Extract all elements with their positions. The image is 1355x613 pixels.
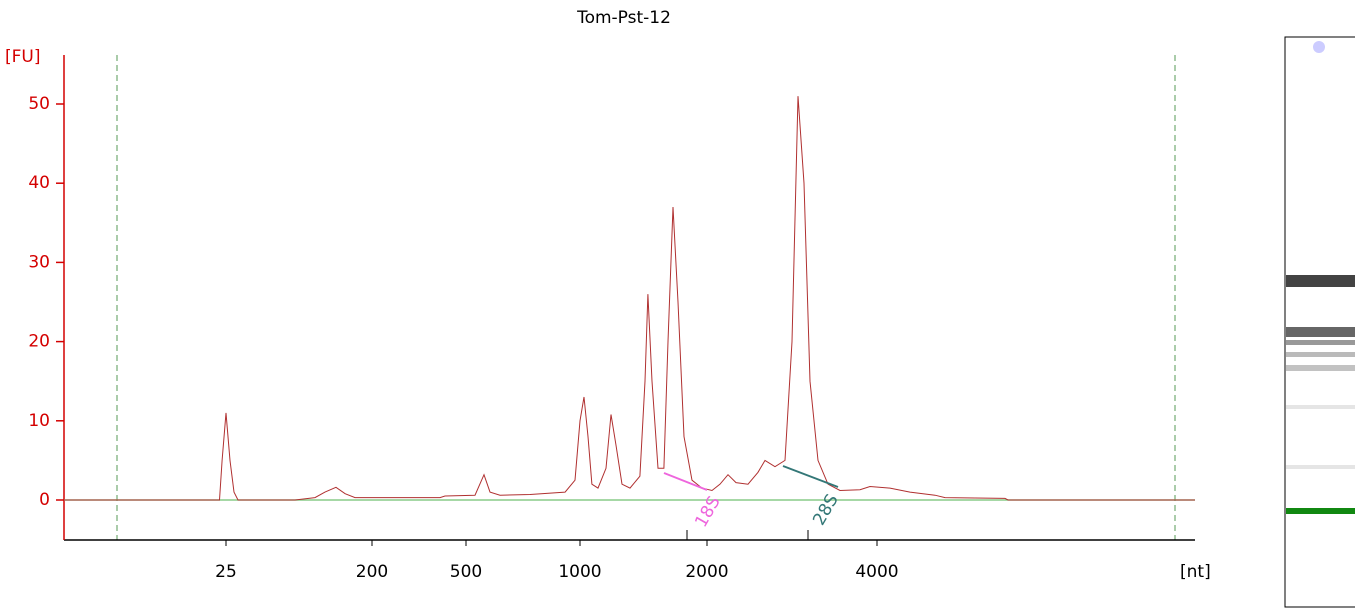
gel-spot — [1313, 41, 1325, 53]
gel-band — [1286, 340, 1355, 345]
y-tick-label: 40 — [28, 173, 50, 193]
x-tick-label: 4000 — [855, 562, 898, 582]
x-tick-label: 25 — [215, 562, 237, 582]
y-tick-label: 0 — [39, 490, 50, 510]
x-tick-label: 2000 — [685, 562, 728, 582]
region-line — [782, 465, 839, 488]
gel-lane — [1284, 36, 1355, 608]
gel-frame — [1284, 36, 1355, 608]
y-tick-label: 20 — [28, 332, 50, 352]
gel-band — [1286, 352, 1355, 357]
gel-band — [1286, 405, 1355, 409]
gel-marker-band — [1286, 508, 1355, 514]
x-tick-label: 1000 — [558, 562, 601, 582]
chart-title: Tom-Pst-12 — [576, 8, 671, 28]
trace-line — [64, 96, 1195, 501]
x-tick-label: 500 — [450, 562, 482, 582]
region-label: 28S — [809, 491, 843, 529]
gel-band — [1286, 465, 1355, 469]
y-tick-label: 10 — [28, 411, 50, 431]
y-tick-label: 30 — [28, 252, 50, 272]
x-tick-label: 200 — [356, 562, 388, 582]
region-line — [663, 472, 708, 491]
y-tick-label: 50 — [28, 94, 50, 114]
gel-band — [1286, 275, 1355, 287]
x-axis-label: [nt] — [1180, 562, 1211, 582]
gel-band — [1286, 365, 1355, 371]
region-label: 18S — [691, 493, 725, 531]
y-axis-label: [FU] — [5, 47, 41, 67]
gel-band — [1286, 327, 1355, 337]
